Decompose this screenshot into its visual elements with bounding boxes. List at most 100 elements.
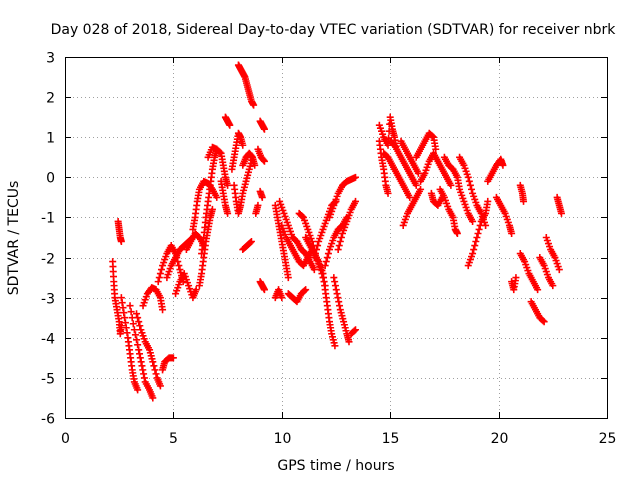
data-point <box>169 354 177 362</box>
data-point <box>131 331 139 339</box>
data-point <box>117 322 125 330</box>
data-point <box>484 197 492 205</box>
y-axis-label: SDTVAR / TECUs <box>6 181 22 296</box>
y-tick-label: 0 <box>46 171 55 187</box>
data-point <box>133 310 141 318</box>
data-point <box>534 286 542 294</box>
y-tick-label: -4 <box>41 332 55 348</box>
data-point <box>540 318 548 326</box>
y-tick-label: -1 <box>41 211 55 227</box>
data-point <box>412 181 420 189</box>
data-point <box>151 366 159 374</box>
data-point <box>140 374 148 382</box>
x-axis-label: GPS time / hours <box>277 458 394 474</box>
data-point <box>155 274 163 282</box>
data-point <box>331 282 339 290</box>
data-point <box>466 181 474 189</box>
data-series <box>109 61 565 402</box>
data-point <box>352 173 360 181</box>
data-point <box>464 173 472 181</box>
data-point <box>520 197 528 205</box>
data-point <box>512 274 520 282</box>
data-point <box>311 250 319 258</box>
x-tick-label: 0 <box>61 431 70 447</box>
data-point <box>117 294 125 302</box>
data-point <box>474 229 482 237</box>
data-point <box>314 242 322 250</box>
data-point <box>246 239 254 247</box>
data-point <box>334 294 342 302</box>
data-point <box>473 234 481 241</box>
data-point <box>312 246 320 254</box>
data-point <box>226 121 234 129</box>
data-point <box>159 306 167 314</box>
data-point <box>136 350 144 358</box>
data-point <box>350 327 358 335</box>
data-point <box>539 317 547 325</box>
data-point <box>119 304 127 312</box>
data-point <box>469 250 477 258</box>
x-tick-label: 25 <box>599 431 617 447</box>
data-point <box>136 322 144 330</box>
data-point <box>129 320 137 328</box>
data-point <box>122 324 130 332</box>
data-point <box>468 185 475 193</box>
data-point <box>152 370 160 378</box>
data-point <box>118 299 126 307</box>
data-point <box>333 290 341 298</box>
data-point <box>555 266 563 274</box>
data-point <box>150 362 158 370</box>
data-point <box>336 238 344 246</box>
data-point <box>334 246 342 254</box>
data-point <box>154 278 162 286</box>
x-tick-label: 20 <box>491 431 509 447</box>
data-point <box>284 274 292 282</box>
y-axis-tick-labels: -6 -5 -4 -3 -2 -1 0 1 2 3 <box>41 51 55 428</box>
chart-title: Day 028 of 2018, Sidereal Day-to-day VTE… <box>51 22 617 38</box>
data-point <box>470 246 478 254</box>
data-point <box>134 314 142 322</box>
data-point <box>134 386 142 394</box>
data-point <box>258 193 266 201</box>
data-point <box>453 229 461 237</box>
data-point <box>138 362 146 370</box>
x-tick-label: 5 <box>169 431 178 447</box>
data-point <box>414 169 422 177</box>
x-tick-label: 10 <box>274 431 292 447</box>
data-point <box>324 250 332 258</box>
data-point <box>250 101 258 109</box>
data-point <box>417 185 425 193</box>
data-point <box>337 234 345 241</box>
data-point <box>352 326 360 334</box>
data-point <box>121 319 129 327</box>
data-point <box>323 254 331 262</box>
y-tick-label: 1 <box>46 131 55 147</box>
data-point <box>549 282 557 290</box>
axis-ticks <box>65 57 608 419</box>
data-point <box>224 181 232 189</box>
y-tick-label: 2 <box>46 91 55 107</box>
data-point <box>251 161 259 169</box>
data-point <box>557 209 565 217</box>
data-point <box>428 132 436 140</box>
data-point <box>140 370 148 378</box>
data-point <box>310 266 318 274</box>
data-point <box>260 286 268 294</box>
data-point <box>406 193 414 201</box>
y-tick-label: -6 <box>41 412 55 428</box>
data-point <box>260 157 268 165</box>
data-point <box>345 338 353 346</box>
data-point <box>123 329 131 337</box>
data-point <box>130 326 138 334</box>
data-point <box>301 287 309 295</box>
data-point <box>331 278 339 286</box>
data-point <box>139 366 147 374</box>
data-point <box>260 125 268 133</box>
data-point <box>336 302 344 310</box>
data-point <box>298 212 306 220</box>
plot-frame <box>65 57 608 419</box>
data-point <box>157 266 165 274</box>
data-point <box>499 161 507 169</box>
data-point <box>135 346 143 354</box>
